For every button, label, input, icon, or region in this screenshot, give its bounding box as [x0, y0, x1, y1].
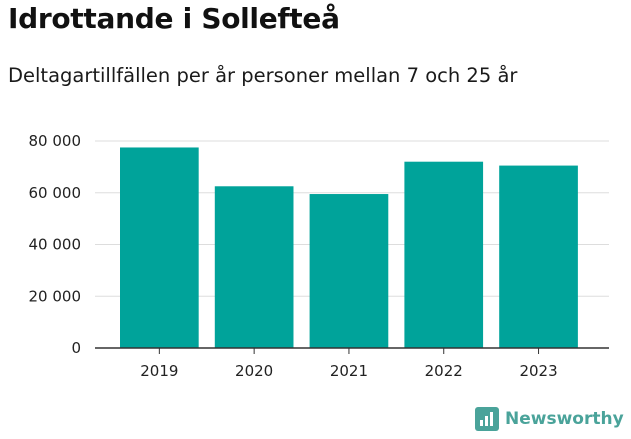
chart-title: Idrottande i Sollefteå [8, 2, 340, 35]
x-axis-ticks: 2019 2020 2021 2022 2023 [140, 348, 558, 380]
bar [499, 165, 578, 348]
x-tick-label: 2020 [235, 362, 273, 380]
y-tick-label: 40 000 [29, 236, 82, 254]
bar-chart-icon [475, 407, 499, 431]
brand-logo: Newsworthy [475, 407, 624, 431]
brand-name: Newsworthy [505, 409, 624, 429]
y-tick-label: 60 000 [29, 184, 82, 202]
y-tick-label: 80 000 [29, 132, 82, 150]
x-tick-label: 2022 [425, 362, 463, 380]
bar [309, 194, 389, 348]
bar [404, 161, 484, 348]
chart-subtitle: Deltagartillfällen per år personer mella… [8, 64, 518, 87]
bar [120, 147, 199, 348]
x-tick-label: 2021 [330, 362, 368, 380]
y-axis-ticks: 0 20 000 40 000 60 000 80 000 [29, 132, 82, 357]
x-tick-label: 2023 [519, 362, 557, 380]
x-tick-label: 2019 [140, 362, 178, 380]
y-tick-label: 0 [71, 339, 81, 357]
bar [214, 186, 294, 348]
y-tick-label: 20 000 [29, 287, 82, 305]
bars [120, 147, 578, 348]
